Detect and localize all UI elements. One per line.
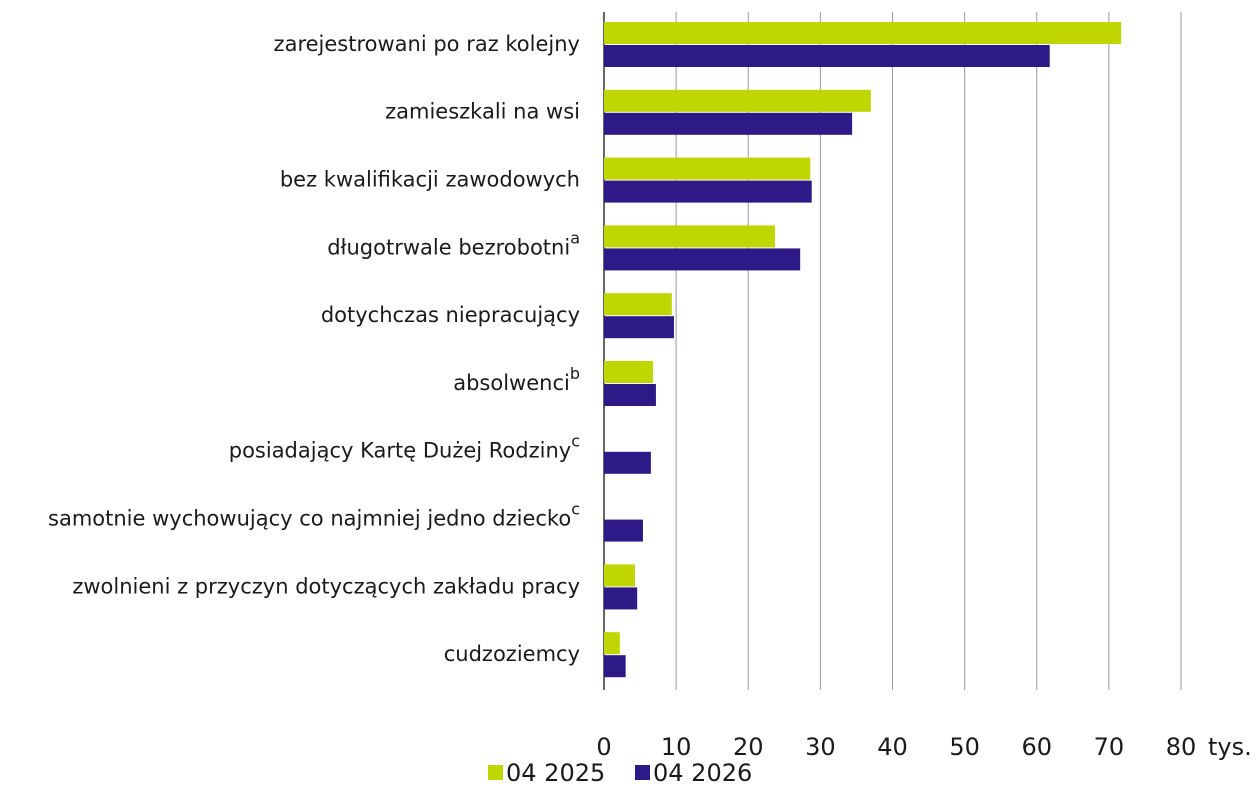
category-label: absolwencib (453, 363, 580, 395)
bar (604, 225, 775, 248)
category-label: zwolnieni z przyczyn dotyczących zakładu… (72, 574, 580, 598)
bar (604, 22, 1122, 44)
category-text: bez kwalifikacji zawodowych (280, 168, 580, 192)
bar (604, 451, 651, 474)
category-label: bez kwalifikacji zawodowych (280, 168, 580, 192)
bar (604, 157, 811, 180)
legend-label: 04 2026 (653, 759, 752, 787)
bar (604, 316, 674, 339)
category-note: a (570, 228, 580, 247)
bar (604, 293, 672, 316)
category-text: samotnie wychowujący co najmniej jedno d… (48, 507, 571, 531)
x-tick-label: 50 (949, 733, 980, 761)
bar (604, 112, 853, 135)
legend-swatch (635, 765, 650, 780)
bar (604, 248, 801, 271)
bar (604, 384, 656, 406)
bar (604, 45, 1050, 67)
category-text: zarejestrowani po raz kolejny (274, 32, 580, 56)
x-tick-label: 30 (805, 733, 836, 761)
x-tick-label: 70 (1094, 733, 1125, 761)
x-tick-label: 10 (661, 733, 692, 761)
category-label: zamieszkali na wsi (385, 100, 580, 124)
bar (604, 519, 643, 542)
x-tick-label: 80 (1166, 733, 1197, 761)
category-text: absolwenci (453, 371, 570, 395)
category-text: dotychczas niepracujący (321, 303, 580, 327)
category-label: cudzoziemcy (444, 642, 580, 666)
legend-label: 04 2025 (506, 759, 605, 787)
bar (604, 655, 626, 678)
category-note: c (571, 431, 580, 450)
x-tick-label: 20 (733, 733, 764, 761)
category-note: b (570, 363, 580, 382)
category-label: długotrwale bezrobotnia (327, 228, 580, 259)
x-tick-label: 0 (596, 733, 611, 761)
category-label: posiadający Kartę Dużej Rodzinyc (229, 431, 580, 463)
bar (604, 89, 871, 112)
x-tick-label: 40 (877, 733, 908, 761)
category-text: cudzoziemcy (444, 642, 580, 666)
legend-swatch (488, 765, 503, 780)
bar (604, 564, 636, 587)
category-text: zamieszkali na wsi (385, 100, 580, 124)
x-tick-label: 60 (1021, 733, 1052, 761)
bar (604, 632, 620, 655)
category-text: zwolnieni z przyczyn dotyczących zakładu… (72, 574, 580, 598)
category-text: długotrwale bezrobotni (327, 235, 570, 259)
category-label: zarejestrowani po raz kolejny (274, 32, 580, 56)
category-text: posiadający Kartę Dużej Rodziny (229, 439, 571, 463)
bar (604, 587, 638, 610)
bar (604, 180, 812, 203)
category-label: samotnie wychowujący co najmniej jedno d… (48, 499, 580, 531)
category-note: c (571, 499, 580, 518)
x-axis-label: tys. (1208, 733, 1252, 761)
bar (604, 361, 654, 383)
category-label: dotychczas niepracujący (321, 303, 580, 327)
